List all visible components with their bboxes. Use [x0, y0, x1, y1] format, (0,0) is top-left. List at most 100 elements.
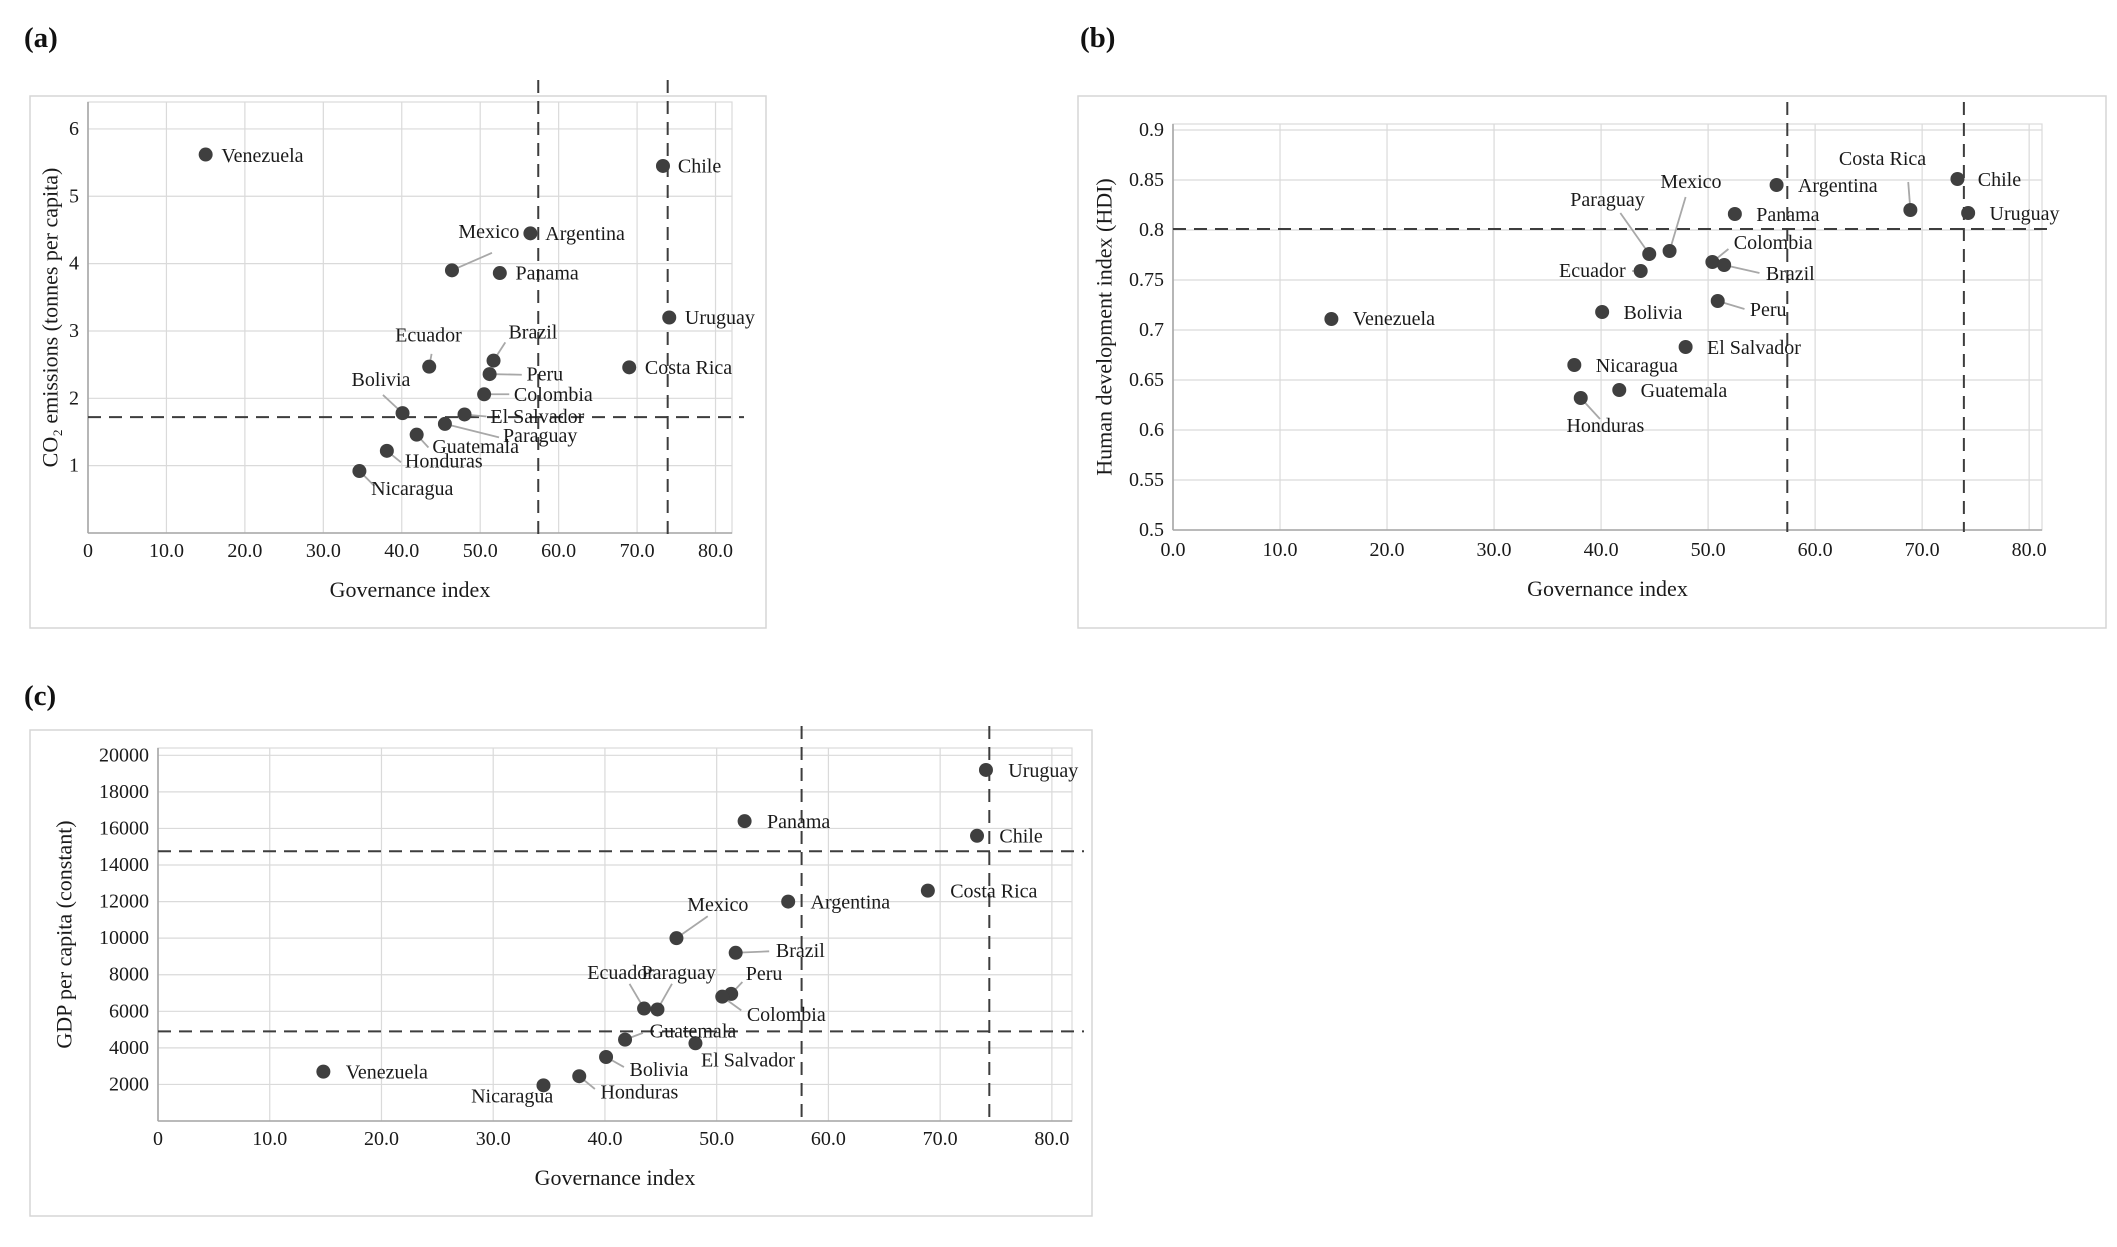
- x-tick-label: 0: [153, 1128, 163, 1150]
- data-point-chile: [970, 828, 985, 843]
- point-label-costa-rica: Costa Rica: [950, 881, 1037, 903]
- point-label-nicaragua: Nicaragua: [1596, 355, 1678, 377]
- data-point-paraguay: [1642, 247, 1657, 261]
- y-tick-label: 2: [69, 387, 79, 409]
- panel-border: [1077, 95, 2107, 629]
- plot-area: [157, 747, 1073, 1122]
- point-label-el-salvador: El Salvador: [701, 1050, 795, 1072]
- x-tick-label: 60.0: [1798, 539, 1833, 561]
- point-label-ecuador: Ecuador: [1559, 260, 1626, 282]
- y-tick-label: 0.8: [1139, 219, 1164, 241]
- data-point-costa-rica: [920, 883, 935, 898]
- y-tick-label: 0.6: [1139, 419, 1164, 441]
- leader-line-paraguay: [444, 423, 500, 439]
- point-label-brazil: Brazil: [508, 321, 557, 343]
- x-tick-label: 30.0: [1477, 539, 1512, 561]
- y-tick-label: 6000: [109, 1000, 149, 1022]
- x-tick-label: 0.0: [1161, 539, 1186, 561]
- x-tick-label: 80.0: [1034, 1128, 1069, 1150]
- point-label-guatemala: Guatemala: [650, 1020, 737, 1042]
- data-point-bolivia: [395, 406, 410, 421]
- y-tick-label: 4: [69, 253, 79, 275]
- point-label-panama: Panama: [516, 263, 579, 285]
- x-tick-label: 30.0: [306, 540, 341, 562]
- data-point-el-salvador: [457, 407, 472, 422]
- data-point-colombia: [715, 989, 730, 1004]
- y-tick-label: 0.65: [1129, 369, 1164, 391]
- data-point-guatemala: [618, 1032, 633, 1047]
- x-tick-label: 50.0: [699, 1128, 734, 1150]
- point-label-colombia: Colombia: [1734, 232, 1813, 254]
- x-tick-label: 60.0: [541, 540, 576, 562]
- point-label-peru: Peru: [746, 963, 783, 985]
- data-point-argentina: [781, 894, 796, 909]
- x-tick-label: 20.0: [227, 540, 262, 562]
- data-point-colombia: [477, 387, 492, 402]
- point-label-ecuador: Ecuador: [395, 325, 462, 347]
- data-point-argentina: [1769, 178, 1784, 192]
- data-point-uruguay: [662, 310, 677, 325]
- x-tick-label: 10.0: [149, 540, 184, 562]
- y-tick-label: 0.55: [1129, 469, 1164, 491]
- x-tick-label: 0: [83, 540, 93, 562]
- point-label-el-salvador: El Salvador: [1707, 337, 1801, 359]
- leader-line-mexico: [1668, 196, 1687, 252]
- data-point-honduras: [379, 443, 394, 458]
- data-point-mexico: [669, 931, 684, 946]
- point-label-paraguay: Paraguay: [503, 425, 577, 447]
- data-point-paraguay: [650, 1002, 665, 1017]
- data-point-mexico: [1662, 244, 1677, 258]
- y-tick-label: 0.75: [1129, 269, 1164, 291]
- y-tick-label: 0.9: [1139, 119, 1164, 141]
- leader-line-paraguay: [1619, 212, 1650, 255]
- y-tick-label: 1: [69, 455, 79, 477]
- point-label-nicaragua: Nicaragua: [371, 478, 453, 500]
- x-tick-label: 40.0: [1584, 539, 1619, 561]
- panel-c-tag: (c): [24, 680, 57, 712]
- data-point-brazil: [728, 945, 743, 960]
- point-label-honduras: Honduras: [1566, 415, 1644, 437]
- point-label-bolivia: Bolivia: [1624, 302, 1683, 324]
- data-point-nicaragua: [536, 1078, 551, 1093]
- y-tick-label: 14000: [99, 854, 149, 876]
- data-point-argentina: [523, 226, 538, 241]
- data-point-costa-rica: [1903, 203, 1918, 217]
- panel-b-chart: Venezuela Chile Uruguay Costa Rica Argentina…: [1077, 95, 2107, 629]
- panel-border: [29, 729, 1093, 1217]
- point-label-el-salvador: El Salvador: [490, 406, 584, 428]
- point-label-mexico: Mexico: [687, 894, 748, 916]
- point-label-argentina: Argentina: [811, 892, 891, 914]
- data-point-mexico: [444, 263, 459, 278]
- panel-c-chart: Uruguay Panama Chile Costa Rica Argentina Mex…: [29, 726, 1093, 1217]
- panel-a-chart: Venezuela Chile Argentina Mexico Panama Urugu…: [29, 80, 767, 629]
- x-tick-label: 20.0: [1370, 539, 1405, 561]
- point-label-peru: Peru: [526, 364, 563, 386]
- data-point-nicaragua: [352, 464, 367, 479]
- y-tick-label: 6: [69, 118, 79, 140]
- data-point-honduras: [572, 1069, 587, 1084]
- data-point-guatemala: [1612, 383, 1627, 397]
- plot-area: [1172, 123, 2043, 531]
- data-point-panama: [737, 814, 752, 829]
- point-label-guatemala: Guatemala: [432, 436, 519, 458]
- y-tick-label: 4000: [109, 1037, 149, 1059]
- point-label-colombia: Colombia: [514, 384, 593, 406]
- y-tick-label: 12000: [99, 891, 149, 913]
- y-axis-title: GDP per capita (constant): [52, 820, 77, 1048]
- panel-a-tag: (a): [24, 22, 58, 54]
- point-label-uruguay: Uruguay: [1990, 203, 2060, 225]
- x-tick-label: 70.0: [923, 1128, 958, 1150]
- point-label-colombia: Colombia: [747, 1004, 826, 1026]
- leader-line-mexico: [451, 252, 493, 272]
- x-tick-label: 10.0: [1263, 539, 1298, 561]
- point-label-uruguay: Uruguay: [685, 307, 755, 329]
- point-label-uruguay: Uruguay: [1008, 760, 1078, 782]
- x-tick-label: 70.0: [1905, 539, 1940, 561]
- y-tick-label: 8000: [109, 964, 149, 986]
- point-label-honduras: Honduras: [405, 451, 483, 473]
- y-tick-label: 10000: [99, 927, 149, 949]
- y-axis-title: CO₂ emissions (tonnes per capita): [38, 168, 63, 468]
- point-label-venezuela: Venezuela: [221, 145, 303, 167]
- x-tick-label: 50.0: [1691, 539, 1726, 561]
